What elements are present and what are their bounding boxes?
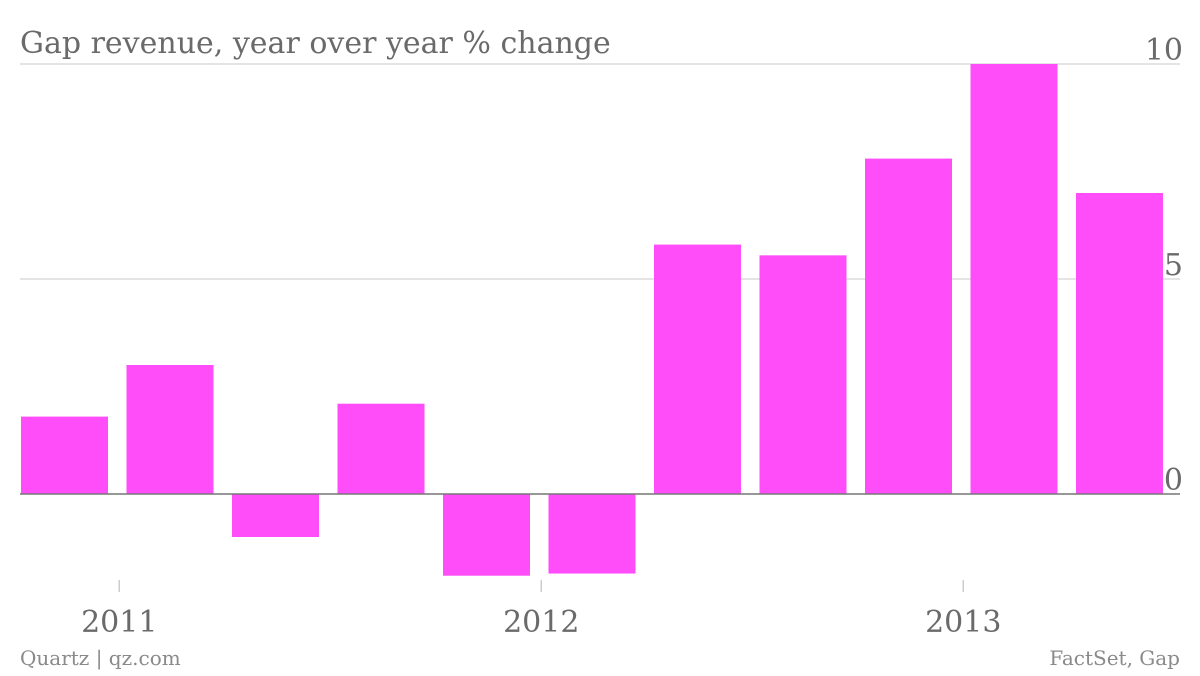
- bar-7: [759, 255, 847, 494]
- bar-8: [865, 158, 952, 494]
- bar-9: [970, 64, 1058, 494]
- bar-10: [1076, 193, 1163, 494]
- bar-1: [126, 365, 214, 494]
- bar-5: [548, 494, 636, 574]
- x-tick-label-2011: 2011: [81, 605, 157, 640]
- bar-3: [337, 403, 425, 494]
- bar-6: [654, 244, 741, 494]
- y-tick-label-5: 5: [1164, 248, 1183, 283]
- y-tick-label-0: 0: [1164, 463, 1183, 498]
- chart-title: Gap revenue, year over year % change: [20, 26, 611, 61]
- bar-2: [232, 494, 319, 537]
- bar-0: [21, 416, 108, 494]
- y-tick-label-10: 10: [1145, 33, 1183, 68]
- x-tick-label-2013: 2013: [925, 605, 1001, 640]
- brand-credit[interactable]: Quartz | qz.com: [20, 646, 181, 670]
- data-source: FactSet, Gap: [1049, 646, 1180, 670]
- bar-4: [443, 494, 530, 576]
- x-tick-label-2012: 2012: [503, 605, 579, 640]
